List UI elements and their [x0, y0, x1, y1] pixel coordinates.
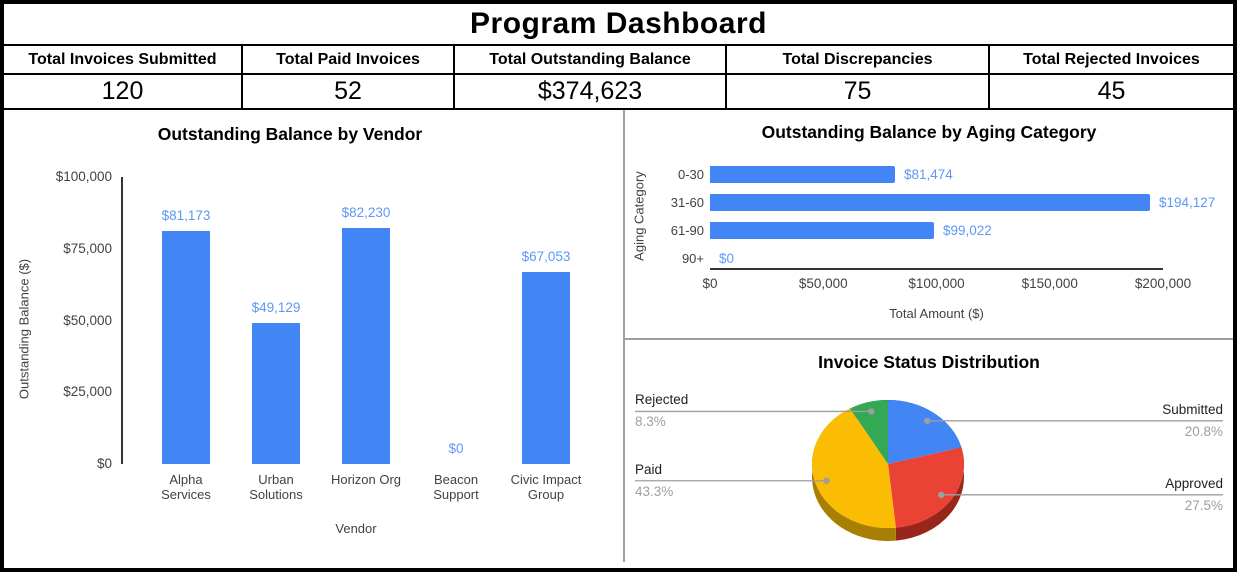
kpi-value-discrepancies: 75: [727, 75, 990, 108]
kpi-value-paid-invoices: 52: [243, 75, 455, 108]
vendor-bar-chart[interactable]: Outstanding Balance by Vendor Outstanding…: [4, 110, 623, 562]
pie-label-rejected: Rejected: [635, 392, 689, 408]
bar-value-label: $0: [719, 251, 735, 266]
y-axis-title: Outstanding Balance ($): [16, 258, 32, 400]
bar-value-label: $67,053: [521, 249, 571, 264]
pie-label-submitted: Submitted: [1162, 401, 1223, 417]
bar-alpha-services: [162, 231, 210, 464]
charts-area: Outstanding Balance by Vendor Outstanding…: [4, 110, 1233, 562]
kpi-value-invoices-submitted: 120: [4, 75, 243, 108]
bar-value-label: $49,129: [251, 300, 301, 315]
kpi-label-invoices-submitted: Total Invoices Submitted: [4, 46, 243, 73]
y-tick-label: $100,000: [55, 169, 112, 184]
bar-0-30: [710, 166, 895, 183]
x-tick-label: $50,000: [798, 276, 848, 291]
status-pie-chart[interactable]: Invoice Status Distribution Submitted 20.8…: [625, 340, 1233, 562]
x-category-label: Beacon Support: [433, 472, 479, 502]
pie-leader-dot: [924, 417, 931, 425]
pie-label-paid: Paid: [635, 461, 663, 477]
vertical-divider: [623, 110, 625, 562]
pie-leader-dot: [868, 408, 875, 415]
y-tick-label: $0: [96, 456, 112, 471]
kpi-header-row: Total Invoices Submitted Total Paid Invo…: [4, 46, 1233, 75]
x-tick-label: $200,000: [1134, 276, 1192, 291]
y-category-label: 61-90: [670, 223, 704, 238]
pie-pct-rejected: 8.3%: [635, 414, 666, 430]
bar-urban-solutions: [252, 323, 300, 464]
pie-slice-approved: [888, 447, 964, 528]
pie-side-approved: [895, 447, 964, 541]
pie-leader-dot: [938, 491, 945, 499]
y-axis-line: [121, 177, 123, 464]
chart-title: Outstanding Balance by Vendor: [157, 124, 423, 144]
bar-value-label: $81,173: [161, 208, 211, 223]
kpi-label-outstanding-balance: Total Outstanding Balance: [455, 46, 727, 73]
bar-value-label: $81,474: [904, 167, 953, 182]
chart-title: Invoice Status Distribution: [818, 352, 1040, 372]
x-tick-label: $150,000: [1021, 276, 1078, 291]
x-tick-label: $0: [702, 276, 718, 291]
kpi-label-rejected-invoices: Total Rejected Invoices: [1023, 50, 1200, 68]
y-tick-label: $75,000: [63, 240, 112, 256]
pie-pct-approved: 27.5%: [1184, 497, 1223, 513]
x-axis-title: Total Amount ($): [889, 306, 984, 321]
horizontal-divider: [625, 338, 1233, 340]
pie-slice-submitted: [888, 400, 962, 464]
bar-61-90: [710, 222, 934, 239]
y-tick-label: $50,000: [63, 312, 112, 328]
dashboard-title-row: Program Dashboard: [4, 4, 1233, 46]
x-tick-label: $100,000: [908, 276, 965, 291]
kpi-value-row: 120 52 $374,623 75 45: [4, 75, 1233, 110]
pie-slice-paid: [812, 408, 896, 528]
bar-value-label: $82,230: [341, 205, 391, 220]
page-title: Program Dashboard: [470, 7, 767, 40]
bar-horizon-org: [342, 228, 390, 464]
y-tick-label: $25,000: [63, 384, 112, 400]
chart-title: Outstanding Balance by Aging Category: [761, 122, 1097, 142]
x-category-label: Civic Impact Group: [510, 472, 582, 502]
kpi-label-paid-invoices: Total Paid Invoices: [243, 46, 455, 73]
x-axis-title: Vendor: [335, 521, 377, 536]
kpi-value-outstanding-balance: $374,623: [455, 75, 727, 108]
pie-label-approved: Approved: [1165, 475, 1223, 491]
right-column: Outstanding Balance by Aging Category Agi…: [625, 110, 1233, 562]
kpi-value-rejected-invoices: 45: [1097, 77, 1126, 105]
y-category-label: 0-30: [677, 167, 704, 182]
pie-leader-dot: [823, 477, 830, 484]
x-category-label: Urban Solutions: [249, 472, 303, 502]
bar-civic-impact-group: [522, 272, 570, 464]
pie-pct-paid: 43.3%: [635, 483, 674, 499]
pie-slice-rejected: [850, 400, 888, 464]
y-category-label: 31-60: [670, 195, 704, 210]
x-category-label: Horizon Org: [330, 472, 402, 487]
y-category-label: 90+: [681, 251, 704, 266]
y-axis-title: Aging Category: [631, 171, 647, 261]
bar-value-label: $99,022: [943, 223, 992, 238]
bar-value-label: $0: [448, 441, 464, 456]
bar-31-60: [710, 194, 1150, 211]
pie-pct-submitted: 20.8%: [1184, 423, 1223, 439]
kpi-label-discrepancies: Total Discrepancies: [727, 46, 990, 73]
aging-bar-chart[interactable]: Outstanding Balance by Aging Category Agi…: [625, 110, 1233, 338]
x-category-label: Alpha Services: [161, 472, 211, 502]
x-axis-line: [710, 268, 1163, 270]
bar-value-label: $194,127: [1159, 195, 1216, 210]
pie-svg: [635, 400, 1223, 541]
